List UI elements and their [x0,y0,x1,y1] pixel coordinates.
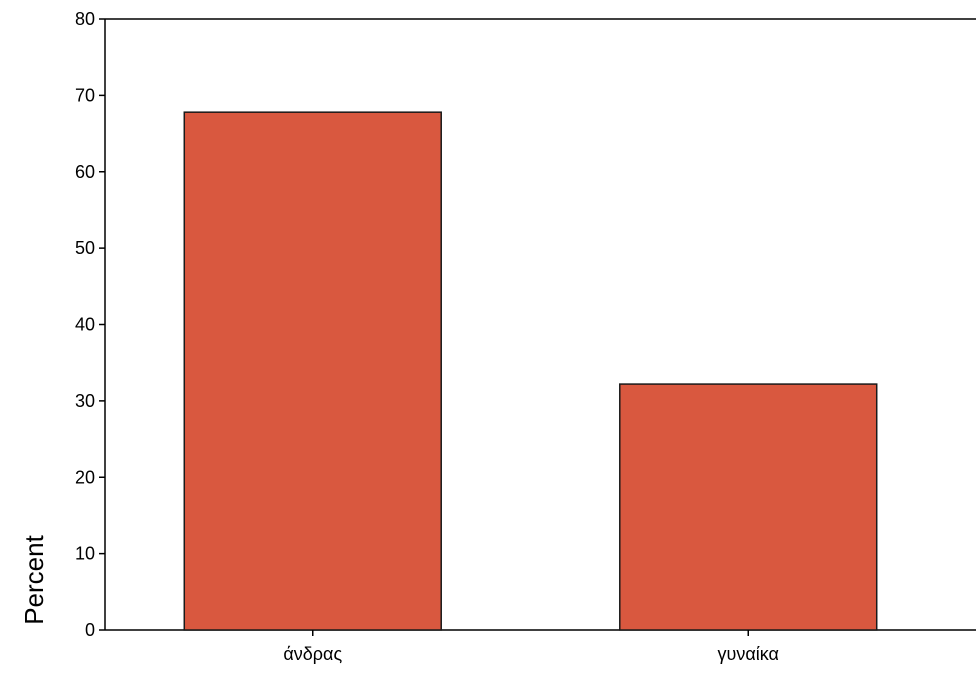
y-axis-ticks: 0 10 20 30 40 50 60 70 80 [75,9,105,640]
x-tick-label: άνδρας [283,644,342,664]
bar [183,111,442,631]
bar [619,383,878,631]
y-axis-label: Percent [19,534,49,624]
y-tick-label: 0 [85,620,95,640]
x-tick-label: γυναίκα [718,644,779,664]
x-axis-labels: άνδρας γυναίκα [283,630,779,664]
y-tick-label: 30 [75,391,95,411]
y-tick-label: 70 [75,85,95,105]
y-tick-label: 40 [75,315,95,335]
y-tick-label: 50 [75,238,95,258]
y-tick-label: 60 [75,162,95,182]
y-tick-label: 20 [75,467,95,487]
y-tick-label: 10 [75,544,95,564]
y-tick-label: 80 [75,9,95,29]
bars-group [183,111,878,631]
